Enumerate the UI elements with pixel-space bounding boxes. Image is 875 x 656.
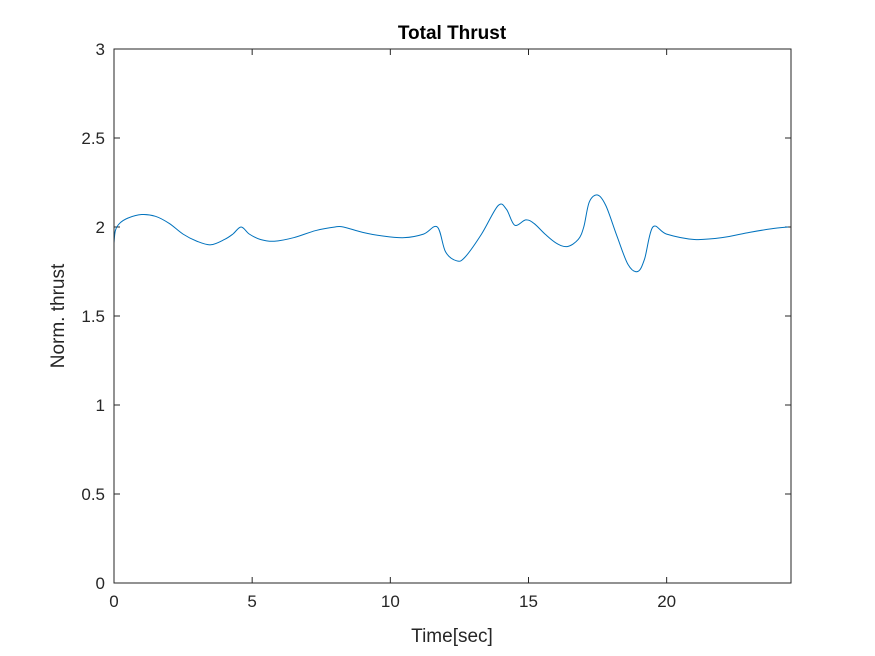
y-tick-label: 1 xyxy=(96,396,105,415)
thrust-series-line xyxy=(113,194,789,273)
y-tick-label: 2.5 xyxy=(81,129,105,148)
y-axis-label: Norm. thrust xyxy=(48,263,69,368)
x-tick-label: 0 xyxy=(109,592,118,611)
x-tick-label: 10 xyxy=(381,592,400,611)
x-tick-label: 5 xyxy=(247,592,256,611)
plot-background xyxy=(114,49,791,583)
plot-frame xyxy=(113,48,792,584)
y-tick-label: 0.5 xyxy=(81,485,105,504)
y-tick-label: 3 xyxy=(96,40,105,59)
x-axis-label: Time[sec] xyxy=(411,626,493,647)
chart-title: Total Thrust xyxy=(398,23,507,44)
x-tick-label: 20 xyxy=(657,592,676,611)
y-tick-label: 1.5 xyxy=(81,307,105,326)
y-tick-label: 2 xyxy=(96,218,105,237)
x-tick-label: 15 xyxy=(519,592,538,611)
y-tick-label: 0 xyxy=(96,574,105,593)
x-axis: 0 5 10 15 20 xyxy=(109,49,676,611)
